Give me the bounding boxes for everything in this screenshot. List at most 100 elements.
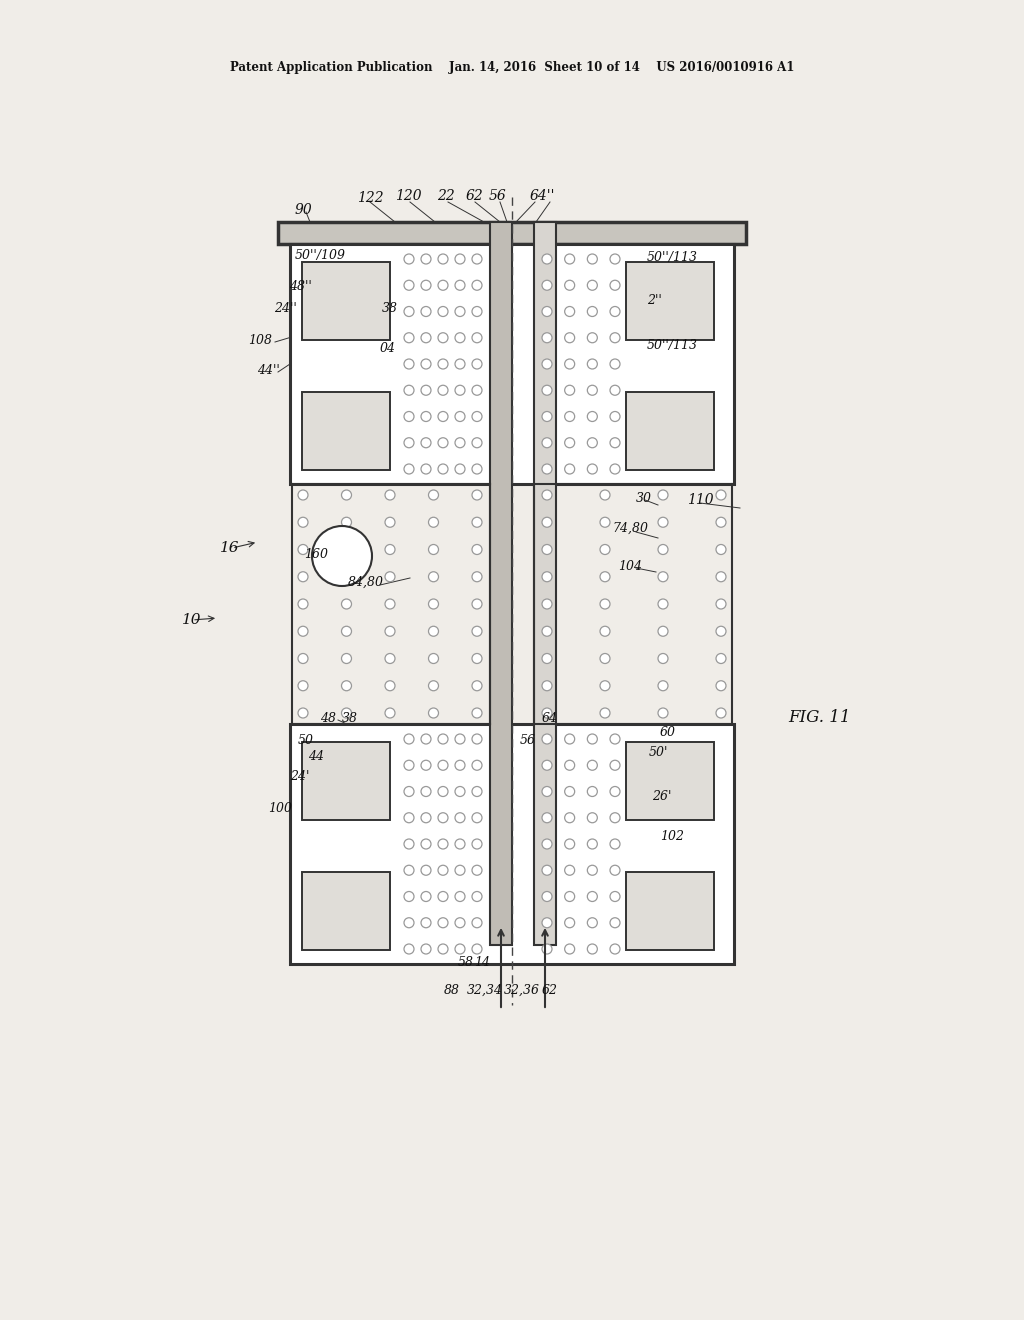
Circle shape [564, 891, 574, 902]
Circle shape [542, 333, 552, 343]
Circle shape [472, 653, 482, 664]
Text: FIG. 11: FIG. 11 [788, 710, 851, 726]
Circle shape [428, 599, 438, 609]
Circle shape [472, 359, 482, 370]
Circle shape [610, 385, 620, 395]
Circle shape [658, 572, 668, 582]
Text: 60: 60 [660, 726, 676, 738]
Circle shape [542, 280, 552, 290]
Circle shape [421, 333, 431, 343]
Circle shape [610, 891, 620, 902]
Circle shape [610, 813, 620, 822]
Text: 10: 10 [182, 612, 202, 627]
Text: 120: 120 [394, 189, 421, 203]
Circle shape [341, 544, 351, 554]
Circle shape [455, 840, 465, 849]
Circle shape [542, 253, 552, 264]
Circle shape [455, 438, 465, 447]
Circle shape [455, 412, 465, 421]
Circle shape [438, 917, 449, 928]
Circle shape [341, 517, 351, 527]
Text: 26': 26' [652, 789, 672, 803]
Circle shape [421, 840, 431, 849]
Circle shape [404, 412, 414, 421]
Circle shape [610, 412, 620, 421]
Text: 108: 108 [248, 334, 272, 346]
Circle shape [588, 306, 597, 317]
Circle shape [298, 544, 308, 554]
Circle shape [588, 840, 597, 849]
Circle shape [542, 385, 552, 395]
Circle shape [542, 412, 552, 421]
Bar [302, 261, 390, 341]
Text: 90: 90 [294, 203, 312, 216]
Circle shape [455, 253, 465, 264]
Circle shape [542, 465, 552, 474]
Circle shape [658, 544, 668, 554]
Circle shape [472, 944, 482, 954]
Bar [302, 873, 390, 950]
Bar [626, 742, 714, 820]
Circle shape [610, 280, 620, 290]
Circle shape [600, 708, 610, 718]
Circle shape [716, 490, 726, 500]
Circle shape [438, 891, 449, 902]
Text: 84,80: 84,80 [348, 576, 384, 589]
Circle shape [564, 787, 574, 796]
Circle shape [421, 944, 431, 954]
Circle shape [472, 517, 482, 527]
Circle shape [385, 490, 395, 500]
Circle shape [472, 438, 482, 447]
Circle shape [438, 787, 449, 796]
Circle shape [404, 787, 414, 796]
Circle shape [428, 572, 438, 582]
Circle shape [472, 917, 482, 928]
Text: 160: 160 [304, 549, 328, 561]
Circle shape [428, 517, 438, 527]
Circle shape [588, 385, 597, 395]
Circle shape [610, 787, 620, 796]
Circle shape [421, 813, 431, 822]
Bar [290, 723, 734, 964]
Text: 04: 04 [380, 342, 396, 355]
Text: 56: 56 [489, 189, 507, 203]
Circle shape [455, 813, 465, 822]
Circle shape [588, 787, 597, 796]
Circle shape [588, 813, 597, 822]
Circle shape [588, 438, 597, 447]
Bar [290, 244, 734, 484]
Circle shape [472, 333, 482, 343]
Circle shape [312, 525, 372, 586]
Circle shape [600, 681, 610, 690]
Circle shape [472, 865, 482, 875]
Circle shape [542, 517, 552, 527]
Circle shape [472, 681, 482, 690]
Circle shape [341, 626, 351, 636]
Circle shape [455, 280, 465, 290]
Circle shape [564, 333, 574, 343]
Circle shape [588, 734, 597, 744]
Circle shape [421, 865, 431, 875]
Text: 56: 56 [520, 734, 536, 747]
Circle shape [610, 465, 620, 474]
Circle shape [564, 280, 574, 290]
Circle shape [542, 734, 552, 744]
Circle shape [438, 385, 449, 395]
Circle shape [404, 760, 414, 771]
Bar [626, 392, 714, 470]
Circle shape [472, 385, 482, 395]
Circle shape [564, 253, 574, 264]
Circle shape [658, 599, 668, 609]
Circle shape [542, 760, 552, 771]
Circle shape [658, 517, 668, 527]
Bar [278, 222, 746, 244]
Circle shape [588, 359, 597, 370]
Circle shape [428, 708, 438, 718]
Circle shape [428, 626, 438, 636]
Circle shape [404, 917, 414, 928]
Circle shape [542, 813, 552, 822]
Circle shape [455, 917, 465, 928]
Text: 44: 44 [308, 750, 324, 763]
Circle shape [438, 813, 449, 822]
Circle shape [472, 760, 482, 771]
